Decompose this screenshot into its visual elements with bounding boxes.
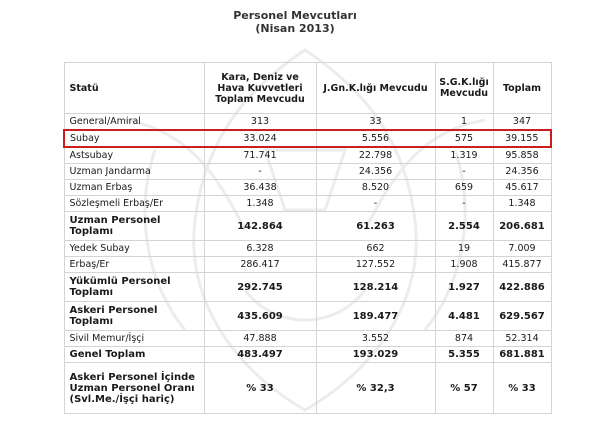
- cell-sgk: 1.927: [434, 272, 494, 302]
- cell-kdh: 71.741: [203, 146, 317, 164]
- cell-toplam: 415.877: [492, 256, 552, 273]
- cell-kdh: 142.864: [203, 211, 317, 241]
- cell-jgnk: 22.798: [315, 146, 436, 164]
- cell-kdh: 435.609: [203, 301, 317, 331]
- title-block: Personel Mevcutları (Nisan 2013): [0, 9, 590, 35]
- cell-kdh: 286.417: [203, 256, 317, 273]
- cell-sgk: -: [434, 195, 494, 212]
- table-row: Yedek Subay 6.328 662 19 7.009: [63, 240, 552, 257]
- column-header-statu: Statü: [63, 62, 205, 114]
- table-row: Uzman Jandarma -24.356-24.356: [63, 163, 552, 180]
- table-row: Uzman Erbaş 36.438 8.520 659 45.617: [63, 179, 552, 196]
- cell-sgk: 659: [434, 179, 494, 196]
- cell-toplam: 681.881: [492, 346, 552, 363]
- cell-jgnk: -: [315, 195, 436, 212]
- cell-sgk: 5.355: [434, 346, 494, 363]
- cell-jgnk: 193.029: [315, 346, 436, 363]
- row-label: General/Amiral: [63, 113, 205, 131]
- table-row-highlighted: Subay 33.024 5.556 575 39.155: [63, 129, 552, 148]
- row-label: Sivil Memur/İşçi: [63, 330, 205, 347]
- page-subtitle: (Nisan 2013): [255, 22, 335, 35]
- cell-jgnk: 189.477: [315, 301, 436, 331]
- table-header-row: Statü Kara, Deniz ve Hava Kuvvetleri Top…: [63, 62, 552, 114]
- table-row: Erbaş/Er 286.417 127.552 1.908 415.877: [63, 256, 552, 273]
- cell-jgnk: 33: [315, 113, 436, 131]
- column-header-sgk: S.G.K.lığı Mevcudu: [434, 62, 494, 114]
- cell-kdh: -: [203, 163, 317, 180]
- row-label: Askeri Personel İçinde Uzman Personel Or…: [63, 362, 205, 414]
- row-label: Askeri Personel Toplamı: [63, 301, 205, 331]
- cell-sgk: 1.908: [434, 256, 494, 273]
- cell-jgnk: 61.263: [315, 211, 436, 241]
- cell-sgk: 19: [434, 240, 494, 257]
- cell-jgnk: 24.356: [315, 163, 436, 180]
- cell-sgk: 1: [434, 113, 494, 131]
- cell-sgk: 874: [434, 330, 494, 347]
- row-label: Yedek Subay: [63, 240, 205, 257]
- row-label: Astsubay: [63, 146, 205, 164]
- table-row: Genel Toplam 483.497 193.029 5.355 681.881: [63, 346, 552, 363]
- cell-toplam: 422.886: [492, 272, 552, 302]
- row-label: Uzman Jandarma: [63, 163, 205, 180]
- table-row: Sivil Memur/İşçi 47.888 3.552 874 52.314: [63, 330, 552, 347]
- table-row: Uzman Personel Toplamı 142.864 61.263 2.554…: [63, 211, 552, 241]
- cell-kdh: 292.745: [203, 272, 317, 302]
- cell-toplam: 39.155: [492, 129, 552, 148]
- row-label: Uzman Erbaş: [63, 179, 205, 196]
- cell-toplam: % 33: [492, 362, 552, 414]
- row-label: Subay: [63, 129, 205, 148]
- cell-toplam: 629.567: [492, 301, 552, 331]
- table-row: Yükümlü Personel Toplamı 292.745 128.214 1.…: [63, 272, 552, 302]
- cell-toplam: 1.348: [492, 195, 552, 212]
- cell-jgnk: % 32,3: [315, 362, 436, 414]
- table-row: Askeri Personel İçinde Uzman Personel Or…: [63, 362, 552, 414]
- row-label: Sözleşmeli Erbaş/Er: [63, 195, 205, 212]
- table-row: General/Amiral 313 33 1 347: [63, 113, 552, 131]
- cell-sgk: % 57: [434, 362, 494, 414]
- cell-jgnk: 5.556: [315, 129, 436, 148]
- cell-toplam: 52.314: [492, 330, 552, 347]
- cell-jgnk: 3.552: [315, 330, 436, 347]
- column-header-jgnk: J.Gn.K.lığı Mevcudu: [315, 62, 436, 114]
- cell-jgnk: 8.520: [315, 179, 436, 196]
- cell-sgk: 575: [434, 129, 494, 148]
- row-label: Uzman Personel Toplamı: [63, 211, 205, 241]
- cell-kdh: 1.348: [203, 195, 317, 212]
- cell-kdh: 36.438: [203, 179, 317, 196]
- row-label: Erbaş/Er: [63, 256, 205, 273]
- row-label: Yükümlü Personel Toplamı: [63, 272, 205, 302]
- cell-kdh: 313: [203, 113, 317, 131]
- cell-toplam: 206.681: [492, 211, 552, 241]
- cell-toplam: 24.356: [492, 163, 552, 180]
- cell-toplam: 347: [492, 113, 552, 131]
- cell-toplam: 45.617: [492, 179, 552, 196]
- column-header-kdh: Kara, Deniz ve Hava Kuvvetleri Toplam Me…: [203, 62, 317, 114]
- cell-sgk: 4.481: [434, 301, 494, 331]
- cell-jgnk: 662: [315, 240, 436, 257]
- cell-toplam: 95.858: [492, 146, 552, 164]
- cell-sgk: 2.554: [434, 211, 494, 241]
- cell-kdh: 6.328: [203, 240, 317, 257]
- cell-kdh: 483.497: [203, 346, 317, 363]
- row-label: Genel Toplam: [63, 346, 205, 363]
- cell-jgnk: 128.214: [315, 272, 436, 302]
- cell-kdh: 33.024: [203, 129, 317, 148]
- page-title: Personel Mevcutları: [233, 9, 357, 22]
- cell-kdh: % 33: [203, 362, 317, 414]
- table-row: Askeri Personel Toplamı 435.609 189.477 4.4…: [63, 301, 552, 331]
- cell-kdh: 47.888: [203, 330, 317, 347]
- column-header-toplam: Toplam: [492, 62, 552, 114]
- cell-sgk: 1.319: [434, 146, 494, 164]
- cell-jgnk: 127.552: [315, 256, 436, 273]
- table-row: Sözleşmeli Erbaş/Er 1.348- -1.348: [63, 195, 552, 212]
- cell-toplam: 7.009: [492, 240, 552, 257]
- cell-sgk: -: [434, 163, 494, 180]
- table-row: Astsubay 71.741 22.798 1.319 95.858: [63, 146, 552, 164]
- personnel-table: Statü Kara, Deniz ve Hava Kuvvetleri Top…: [63, 62, 552, 414]
